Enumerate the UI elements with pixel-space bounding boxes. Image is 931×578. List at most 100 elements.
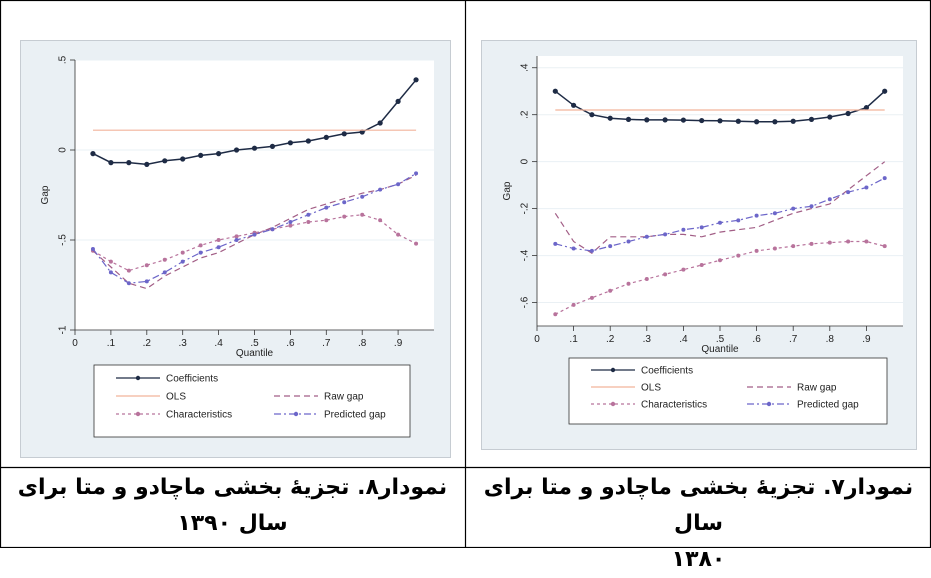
chart-1380-point-predicted-gap — [553, 241, 558, 246]
chart-1380-point-characteristics — [571, 302, 576, 307]
chart-1380-legend-label: Raw gap — [797, 383, 837, 394]
chart-1390-point-coefficients — [144, 161, 150, 167]
chart-1380-point-predicted-gap — [626, 239, 631, 244]
chart-1390-y-tick-label: 0 — [58, 147, 69, 153]
chart-1390-point-predicted-gap — [198, 250, 203, 255]
chart-1380-point-characteristics — [736, 253, 741, 258]
chart-1380-series-line-raw-gap — [554, 161, 886, 254]
chart-1380-point-coefficients — [790, 118, 796, 124]
chart-1390-point-coefficients — [108, 160, 114, 166]
chart-1390-point-characteristics — [180, 250, 185, 255]
chart-1390-point-coefficients — [90, 151, 96, 157]
chart-1380-point-coefficients — [808, 116, 815, 122]
chart-1390-x-tick-label: 0 — [72, 338, 78, 349]
chart-1390-legend-marker — [135, 375, 141, 381]
chart-1380-legend-box — [568, 357, 888, 425]
chart-1380-point-coefficients — [735, 118, 741, 124]
chart-1390: .50-.5-10.1.2.3.4.5.6.7.8.9GapQuantileCo… — [20, 40, 451, 458]
chart-1390-point-coefficients — [305, 138, 311, 144]
chart-1390-point-predicted-gap — [90, 247, 95, 251]
chart-1380-point-coefficients — [607, 115, 613, 121]
chart-1390-y-axis-label: Gap — [40, 185, 51, 204]
chart-1380-point-characteristics — [699, 262, 704, 267]
chart-1380-plot-area — [537, 56, 903, 326]
chart-1380-x-tick-label: .8 — [826, 334, 835, 345]
chart-1380-x-tick-label: .2 — [606, 334, 615, 345]
chart-1380-point-predicted-gap — [882, 176, 887, 181]
chart-1390-point-characteristics — [342, 214, 347, 219]
chart-1390-point-predicted-gap — [396, 182, 401, 187]
chart-1380-point-predicted-gap — [827, 197, 832, 202]
chart-1380-point-coefficients — [717, 118, 723, 124]
chart-1390-point-coefficients — [216, 151, 222, 157]
caption-chart-7-line2: ۱۳۸۰ — [671, 547, 726, 572]
chart-1390-point-coefficients — [126, 160, 132, 166]
chart-1390-point-coefficients — [162, 158, 168, 164]
chart-1390-x-tick-label: .5 — [250, 338, 259, 349]
chart-1390-point-coefficients — [269, 143, 276, 149]
chart-1380-point-predicted-gap — [754, 213, 759, 218]
caption-chart-7-line1: نمودار۷. تجزیهٔ بخشی ماچادو و متا برای س… — [483, 475, 914, 536]
chart-1380-point-characteristics — [626, 281, 631, 286]
chart-1380-point-predicted-gap — [571, 246, 576, 251]
chart-1390-point-characteristics — [288, 223, 293, 228]
chart-1390-legend-label: Predicted gap — [324, 410, 386, 421]
chart-1380-point-characteristics — [772, 246, 777, 251]
chart-1390-point-characteristics — [306, 220, 311, 224]
chart-1380-point-coefficients — [863, 105, 869, 111]
chart-1390-point-predicted-gap — [144, 279, 149, 284]
chart-1380-y-tick-label: 0 — [520, 158, 531, 164]
chart-1390-y-tick-label: -.5 — [58, 234, 69, 246]
chart-1390-point-characteristics — [108, 259, 113, 264]
chart-1380-x-tick-label: .9 — [862, 334, 871, 345]
chart-1390-point-characteristics — [144, 263, 149, 268]
chart-1380-point-coefficients — [827, 114, 833, 120]
chart-1380-point-characteristics — [553, 312, 558, 317]
chart-1380-point-coefficients — [754, 119, 760, 125]
chart-1380-point-predicted-gap — [772, 211, 777, 216]
chart-1390-point-characteristics — [126, 268, 131, 273]
chart-1390-x-tick-label: .3 — [179, 338, 188, 349]
chart-1380-point-predicted-gap — [846, 190, 851, 195]
chart-1390-point-coefficients — [395, 98, 401, 104]
chart-1380-point-coefficients — [552, 88, 558, 94]
chart-1380-point-coefficients — [882, 88, 888, 94]
chart-1380-y-axis-label: Gap — [502, 181, 513, 200]
chart-1390-x-tick-label: .6 — [286, 338, 295, 349]
chart-1390-x-axis-label: Quantile — [236, 348, 274, 359]
chart-1390-point-characteristics — [378, 218, 383, 223]
chart-1390-point-predicted-gap — [378, 187, 383, 192]
chart-1390-legend-label: OLS — [166, 392, 186, 403]
chart-1390-point-predicted-gap — [342, 200, 347, 205]
chart-1390-point-characteristics — [234, 234, 239, 239]
chart-1390-point-characteristics — [360, 212, 365, 217]
chart-1380-y-tick-label: -.4 — [520, 249, 531, 261]
chart-1390-point-predicted-gap — [252, 232, 257, 237]
chart-1390-point-predicted-gap — [108, 270, 113, 275]
chart-1390-point-coefficients — [323, 134, 329, 140]
chart-1390-point-predicted-gap — [162, 270, 167, 275]
chart-1390-point-coefficients — [251, 145, 258, 151]
chart-1380-point-characteristics — [681, 267, 686, 272]
caption-chart-7: نمودار۷. تجزیهٔ بخشی ماچادو و متا برای س… — [470, 470, 927, 578]
chart-1390-point-predicted-gap — [360, 194, 365, 199]
chart-1390-x-tick-label: .9 — [394, 338, 403, 349]
chart-1380-point-characteristics — [663, 272, 668, 277]
chart-1380-point-characteristics — [589, 295, 594, 300]
chart-1390-legend-label: Raw gap — [324, 392, 364, 403]
chart-1380-point-characteristics — [827, 240, 832, 245]
chart-1380-point-predicted-gap — [644, 234, 649, 239]
chart-1390-point-coefficients — [198, 152, 204, 158]
chart-1380-point-predicted-gap — [608, 244, 613, 249]
chart-1390-point-coefficients — [413, 77, 419, 83]
chart-1380: .4 .2 0 -.2 -.4 -.6 0 .1 .2 .3 .4 .5 .6 .7 .8 .9 Gap Quan… — [481, 40, 917, 450]
chart-1380-point-coefficients — [845, 110, 851, 117]
chart-1380-point-coefficients — [644, 117, 650, 123]
chart-1380-legend-label: Characteristics — [641, 400, 707, 411]
chart-1390-plot-area — [75, 60, 434, 330]
chart-1390-point-coefficients — [377, 120, 383, 126]
chart-1390-point-coefficients — [341, 131, 347, 137]
chart-1390-point-predicted-gap — [414, 171, 419, 176]
chart-1390-point-characteristics — [324, 218, 329, 223]
chart-1380-y-tick-label: -.2 — [520, 202, 531, 214]
